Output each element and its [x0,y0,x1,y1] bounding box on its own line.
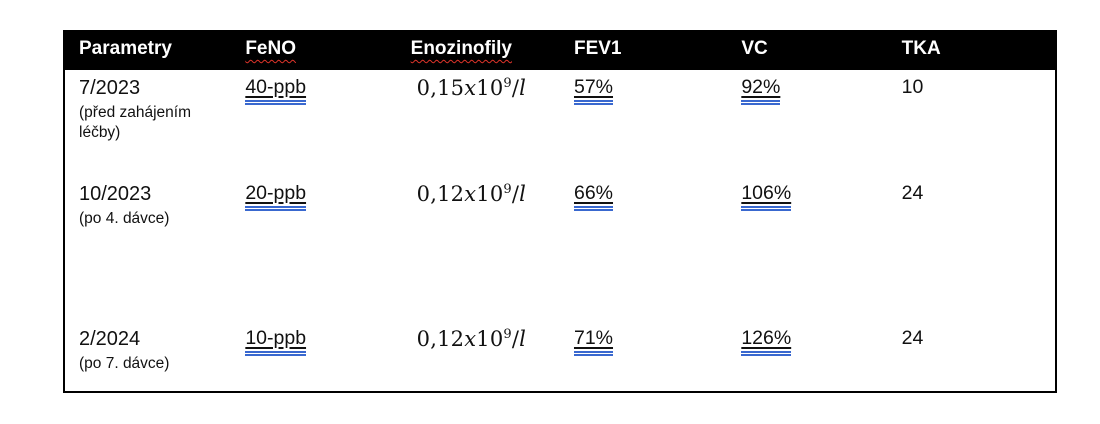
tka-value: 24 [901,327,924,349]
col-header-enozinofily: Enozinofily [396,31,560,70]
cell-eosinophils: 0,15x109/l [397,70,560,174]
period-label: 7/2023 [79,77,141,99]
cell-eosinophils: 0,12x109/l [397,174,560,301]
cell-tka: 10 [888,70,1056,174]
fev1-value: 57% [573,76,614,105]
col-header-label: TKA [901,38,941,59]
period-note: (po 7. dávce) [79,355,170,372]
eosinophil-value: 0,15x109/l [416,76,527,100]
cell-feno: 10-ppb [231,301,396,392]
parameters-table: Parametry FeNO Enozinofily FEV1 VC TKA 7… [63,30,1057,393]
eosinophil-value: 0,12x109/l [416,327,527,351]
col-header-label: VC [741,38,768,59]
col-header-fev1: FEV1 [559,31,728,70]
cell-tka: 24 [888,301,1056,392]
tka-value: 10 [901,76,924,98]
period-label: 10/2023 [79,183,152,205]
cell-period: 7/2023 (před zahájením léčby) [64,70,231,174]
col-header-label-misspelled: FeNO [245,38,297,59]
cell-fev1: 66% [560,174,727,301]
table-row: 10/2023 (po 4. dávce) 20-ppb 0,12x109/l … [64,174,1056,301]
cell-fev1: 71% [560,301,727,392]
table-row: 7/2023 (před zahájením léčby) 40-ppb 0,1… [64,70,1056,174]
cell-eosinophils: 0,12x109/l [397,301,560,392]
cell-feno: 40-ppb [231,70,396,174]
col-header-label: Parametry [79,38,172,59]
cell-period: 10/2023 (po 4. dávce) [64,174,231,301]
header-row: Parametry FeNO Enozinofily FEV1 VC TKA [64,31,1056,70]
fev1-value: 71% [573,327,614,356]
vc-value: 126% [741,327,792,356]
col-header-feno: FeNO [231,31,397,70]
feno-value: 10-ppb [245,327,307,356]
col-header-tka: TKA [887,31,1056,70]
period-label: 2/2024 [79,328,141,350]
eosinophil-value: 0,12x109/l [416,182,527,206]
col-header-parametry: Parametry [64,31,232,70]
col-header-label: FEV1 [573,38,622,59]
period-note: (po 4. dávce) [79,210,170,227]
fev1-value: 66% [573,182,614,211]
cell-vc: 106% [727,174,887,301]
feno-value: 40-ppb [245,76,307,105]
feno-value: 20-ppb [245,182,307,211]
col-header-label-misspelled: Enozinofily [410,38,512,59]
cell-period: 2/2024 (po 7. dávce) [64,301,231,392]
col-header-vc: VC [727,31,888,70]
cell-fev1: 57% [560,70,727,174]
vc-value: 92% [741,76,781,105]
tka-value: 24 [901,182,924,204]
cell-tka: 24 [888,174,1056,301]
cell-vc: 126% [727,301,887,392]
period-note: (před zahájením léčby) [79,104,192,141]
vc-value: 106% [741,182,792,211]
cell-vc: 92% [727,70,887,174]
cell-feno: 20-ppb [231,174,396,301]
table-row: 2/2024 (po 7. dávce) 10-ppb 0,12x109/l 7… [64,301,1056,392]
